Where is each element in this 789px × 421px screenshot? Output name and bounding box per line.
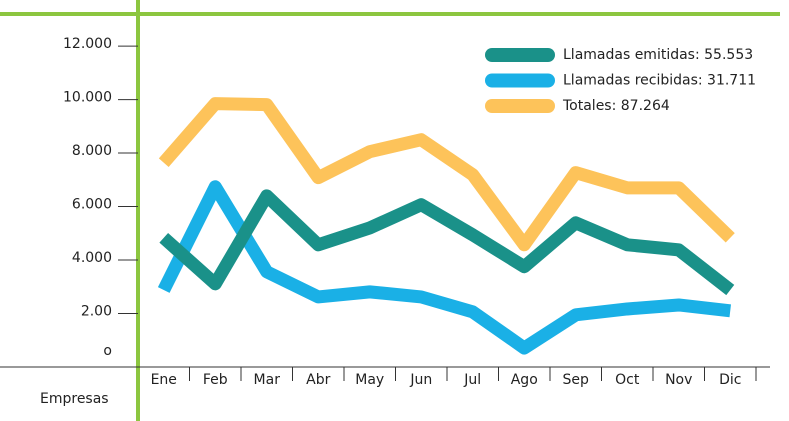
x-tick-label: Ago	[511, 372, 538, 388]
y-tick-label: 10.000	[63, 90, 112, 106]
x-tick-label: Jul	[463, 372, 481, 388]
y-tick-label: 6.000	[72, 197, 112, 213]
y-tick-label: 12.000	[63, 36, 112, 52]
x-tick-label: Feb	[203, 372, 228, 388]
series-line	[158, 97, 735, 252]
legend-label: Llamadas recibidas: 31.711	[563, 73, 756, 89]
x-tick-label: Sep	[563, 372, 590, 388]
y-tick-label: 4.000	[72, 250, 112, 266]
x-tick-label: Abr	[306, 372, 330, 388]
legend-label: Totales: 87.264	[562, 98, 670, 114]
series-line	[159, 189, 735, 296]
y-tick-label: o	[103, 343, 112, 359]
x-tick-label: May	[355, 372, 384, 388]
x-tick-label: Jun	[409, 372, 432, 388]
x-tick-label: Nov	[665, 372, 692, 388]
legend-label: Llamadas emitidas: 55.553	[563, 47, 753, 63]
x-tick-label: Dic	[719, 372, 741, 388]
series-line	[157, 180, 731, 355]
x-tick-label: Oct	[615, 372, 640, 388]
y-tick-label: 2.00	[81, 304, 112, 320]
x-axis-label: Empresas	[40, 391, 109, 407]
y-tick-label: 8.000	[72, 143, 112, 159]
x-tick-label: Ene	[151, 372, 177, 388]
x-tick-label: Mar	[254, 372, 281, 388]
